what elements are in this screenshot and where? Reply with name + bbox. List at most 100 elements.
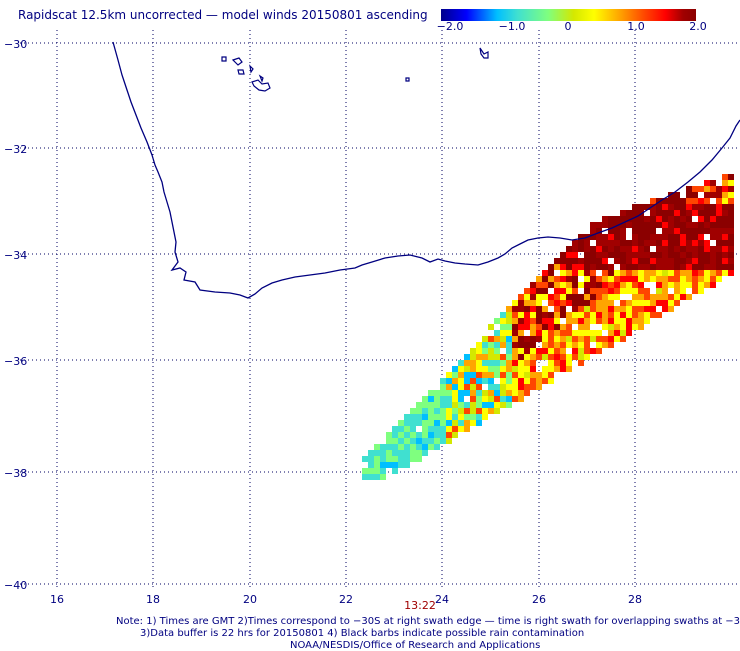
wind-cell	[452, 366, 458, 372]
wind-cell	[662, 288, 668, 294]
wind-cell	[728, 216, 734, 222]
wind-cell	[542, 282, 548, 288]
wind-cell	[620, 288, 626, 294]
wind-cell	[560, 348, 566, 354]
wind-cell	[512, 396, 518, 402]
wind-cell	[626, 222, 632, 228]
wind-cell	[494, 330, 500, 336]
wind-cell	[674, 216, 680, 222]
wind-cell	[602, 258, 608, 264]
wind-cell	[488, 324, 494, 330]
wind-cell	[728, 228, 734, 234]
wind-cell	[608, 240, 614, 246]
wind-cell	[458, 372, 464, 378]
lat-label: −36	[4, 355, 28, 368]
wind-cell	[542, 378, 548, 384]
wind-cell	[560, 258, 566, 264]
wind-cell	[578, 360, 584, 366]
wind-cell	[596, 294, 602, 300]
wind-cell	[638, 300, 644, 306]
wind-cell	[716, 258, 722, 264]
wind-cell	[554, 354, 560, 360]
wind-cell	[590, 300, 596, 306]
note-line: NOAA/NESDIS/Office of Research and Appli…	[290, 640, 541, 651]
wind-cell	[518, 396, 524, 402]
wind-cell	[488, 366, 494, 372]
wind-cell	[380, 450, 386, 456]
wind-cell	[686, 210, 692, 216]
wind-cell	[518, 360, 524, 366]
wind-cell	[626, 210, 632, 216]
wind-cell	[554, 366, 560, 372]
wind-cell	[578, 348, 584, 354]
wind-cell	[554, 306, 560, 312]
wind-cell	[554, 282, 560, 288]
wind-cell	[470, 408, 476, 414]
wind-cell	[548, 366, 554, 372]
wind-cell	[704, 228, 710, 234]
wind-cell	[608, 234, 614, 240]
wind-cell	[728, 204, 734, 210]
wind-cell	[554, 342, 560, 348]
wind-cell	[530, 330, 536, 336]
wind-cell	[602, 264, 608, 270]
wind-cell	[524, 354, 530, 360]
wind-cell	[446, 426, 452, 432]
wind-cell	[590, 288, 596, 294]
wind-cell	[530, 312, 536, 318]
wind-cell	[590, 270, 596, 276]
wind-cell	[680, 228, 686, 234]
wind-cell	[584, 282, 590, 288]
wind-cell	[422, 408, 428, 414]
wind-cell	[380, 474, 386, 480]
wind-cell	[482, 378, 488, 384]
wind-cell	[458, 414, 464, 420]
wind-cell	[674, 222, 680, 228]
wind-cell	[662, 228, 668, 234]
wind-cell	[524, 384, 530, 390]
wind-cell	[710, 180, 716, 186]
wind-cell	[686, 258, 692, 264]
wind-cell	[590, 222, 596, 228]
wind-cell	[590, 252, 596, 258]
wind-cell	[590, 294, 596, 300]
wind-cell	[464, 408, 470, 414]
wind-cell	[698, 234, 704, 240]
wind-cell	[656, 216, 662, 222]
wind-cell	[446, 420, 452, 426]
wind-cell	[572, 240, 578, 246]
wind-cell	[506, 306, 512, 312]
wind-cell	[596, 330, 602, 336]
wind-cell	[686, 186, 692, 192]
wind-cell	[434, 438, 440, 444]
wind-cell	[446, 390, 452, 396]
wind-cell	[644, 306, 650, 312]
wind-cell	[656, 312, 662, 318]
wind-cell	[440, 390, 446, 396]
wind-cell	[698, 270, 704, 276]
wind-cell	[452, 408, 458, 414]
wind-cell	[566, 294, 572, 300]
wind-cell	[542, 294, 548, 300]
wind-cell	[536, 384, 542, 390]
wind-cell	[572, 312, 578, 318]
wind-cell	[674, 288, 680, 294]
wind-cell	[458, 420, 464, 426]
wind-cell	[476, 378, 482, 384]
wind-cell	[668, 264, 674, 270]
wind-cell	[566, 288, 572, 294]
wind-cell	[458, 426, 464, 432]
wind-cell	[596, 246, 602, 252]
wind-cell	[482, 354, 488, 360]
wind-cell	[620, 216, 626, 222]
wind-cell	[488, 354, 494, 360]
wind-cell	[686, 282, 692, 288]
wind-cell	[602, 312, 608, 318]
wind-cell	[668, 246, 674, 252]
wind-cell	[620, 264, 626, 270]
wind-cell	[650, 276, 656, 282]
wind-cell	[410, 450, 416, 456]
wind-cell	[566, 336, 572, 342]
wind-cell	[632, 252, 638, 258]
wind-cell	[650, 228, 656, 234]
